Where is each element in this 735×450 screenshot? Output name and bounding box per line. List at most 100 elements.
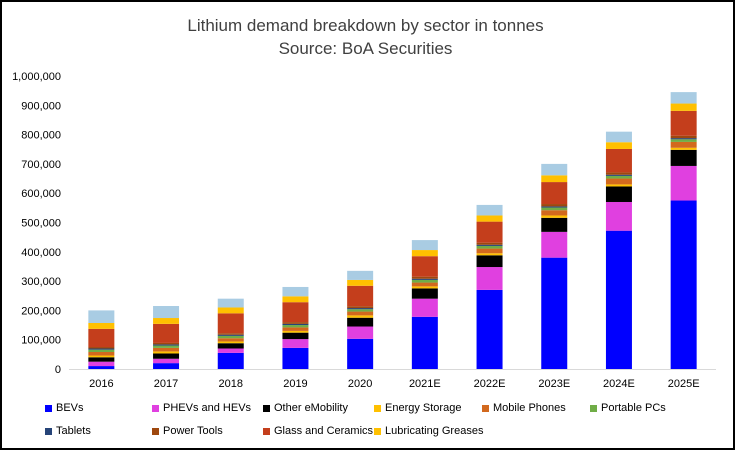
bar-segment [217, 313, 244, 334]
bar-segment [476, 253, 503, 256]
bar-segment [605, 201, 632, 231]
bar-segment [153, 351, 180, 354]
bar-segment [347, 285, 374, 307]
bar-segment [476, 221, 503, 243]
y-tick-label: 1,000,000 [12, 71, 61, 83]
chart-subtitle: Source: BoA Securities [278, 39, 453, 58]
bar-segment [88, 352, 115, 356]
bar-segment [670, 149, 697, 166]
bar-segment [411, 256, 438, 277]
bar-segment [476, 289, 503, 369]
bar-segment [541, 215, 568, 218]
bar-segment [153, 344, 180, 346]
bar-segment [153, 358, 180, 364]
bar-segment [541, 231, 568, 258]
bar-segment [88, 348, 115, 350]
bar-segment [153, 318, 180, 324]
x-tick-label: 2022E [474, 378, 506, 390]
bar-segment [670, 110, 697, 136]
bar-segment [88, 355, 115, 358]
bar-segment [88, 349, 115, 353]
y-tick-label: 500,000 [21, 218, 61, 230]
bar-segment [670, 200, 697, 369]
bar-segment [541, 210, 568, 216]
bar-segment [605, 131, 632, 143]
bar-segment [153, 345, 180, 348]
y-tick-label: 800,000 [21, 130, 61, 142]
bar-segment [282, 347, 309, 369]
bar-segment [411, 276, 438, 279]
y-tick-label: 0 [55, 364, 61, 376]
bar-segment [670, 139, 697, 142]
x-tick-label: 2016 [89, 378, 113, 390]
bar-segment [411, 316, 438, 369]
bar-segment [347, 326, 374, 339]
bar-segment [476, 245, 503, 249]
bar-segment [217, 341, 244, 344]
bar-segment [88, 310, 115, 323]
bar-segment [411, 279, 438, 283]
y-tick-label: 200,000 [21, 305, 61, 317]
y-tick-label: 600,000 [21, 188, 61, 200]
bar-segment [282, 339, 309, 348]
bar-segment [347, 306, 374, 309]
bar-segment [541, 163, 568, 176]
bar-segment [541, 175, 568, 183]
bar-segment [282, 296, 309, 303]
x-tick-label: 2018 [219, 378, 243, 390]
x-tick-label: 2025E [668, 378, 700, 390]
bar-segment [411, 298, 438, 317]
bar-segment [605, 172, 632, 175]
bar-segment [605, 148, 632, 173]
bar-segment [411, 278, 438, 280]
bar-segment [476, 244, 503, 246]
bar-segment [347, 311, 374, 316]
bar-segment [153, 363, 180, 369]
bar-segment [217, 333, 244, 335]
bar-segment [282, 327, 309, 331]
bar-segment [347, 317, 374, 327]
bar-segment [476, 248, 503, 254]
y-tick-label: 900,000 [21, 100, 61, 112]
bar-segment [476, 204, 503, 216]
bar-segment [347, 338, 374, 369]
bar-segment [217, 352, 244, 369]
bar-segment [670, 135, 697, 139]
bar-segment [541, 182, 568, 205]
bar-segment [153, 353, 180, 359]
bar-segment [411, 250, 438, 257]
bar-segment [411, 286, 438, 289]
x-tick-label: 2021E [409, 378, 441, 390]
bar-segment [605, 186, 632, 202]
bar-segment [670, 165, 697, 201]
x-tick-label: 2024E [603, 378, 635, 390]
bar-segment [605, 230, 632, 369]
bar-segment [605, 184, 632, 187]
bar-segment [88, 357, 115, 362]
bar-segment [282, 286, 309, 297]
bar-segment [153, 347, 180, 352]
bar-segment [541, 207, 568, 211]
bar-segment [88, 322, 115, 329]
bar-segment [88, 361, 115, 367]
bar-segment [217, 307, 244, 314]
bar-segment [670, 147, 697, 150]
y-tick-label: 100,000 [21, 335, 61, 347]
bar-segment [605, 174, 632, 176]
x-tick-label: 2020 [348, 378, 372, 390]
x-tick-label: 2019 [283, 378, 307, 390]
bar-segment [282, 322, 309, 324]
bar-segment [476, 242, 503, 245]
y-tick-label: 700,000 [21, 159, 61, 171]
bar-segment [217, 335, 244, 339]
y-tick-label: 300,000 [21, 276, 61, 288]
bar-segment [411, 288, 438, 299]
bar-segment [88, 328, 115, 348]
bar-segment [153, 323, 180, 343]
bar-segment [670, 103, 697, 111]
bar-segment [88, 366, 115, 369]
bar-segment [217, 348, 244, 353]
bar-segment [282, 323, 309, 326]
bar-segment [347, 309, 374, 312]
